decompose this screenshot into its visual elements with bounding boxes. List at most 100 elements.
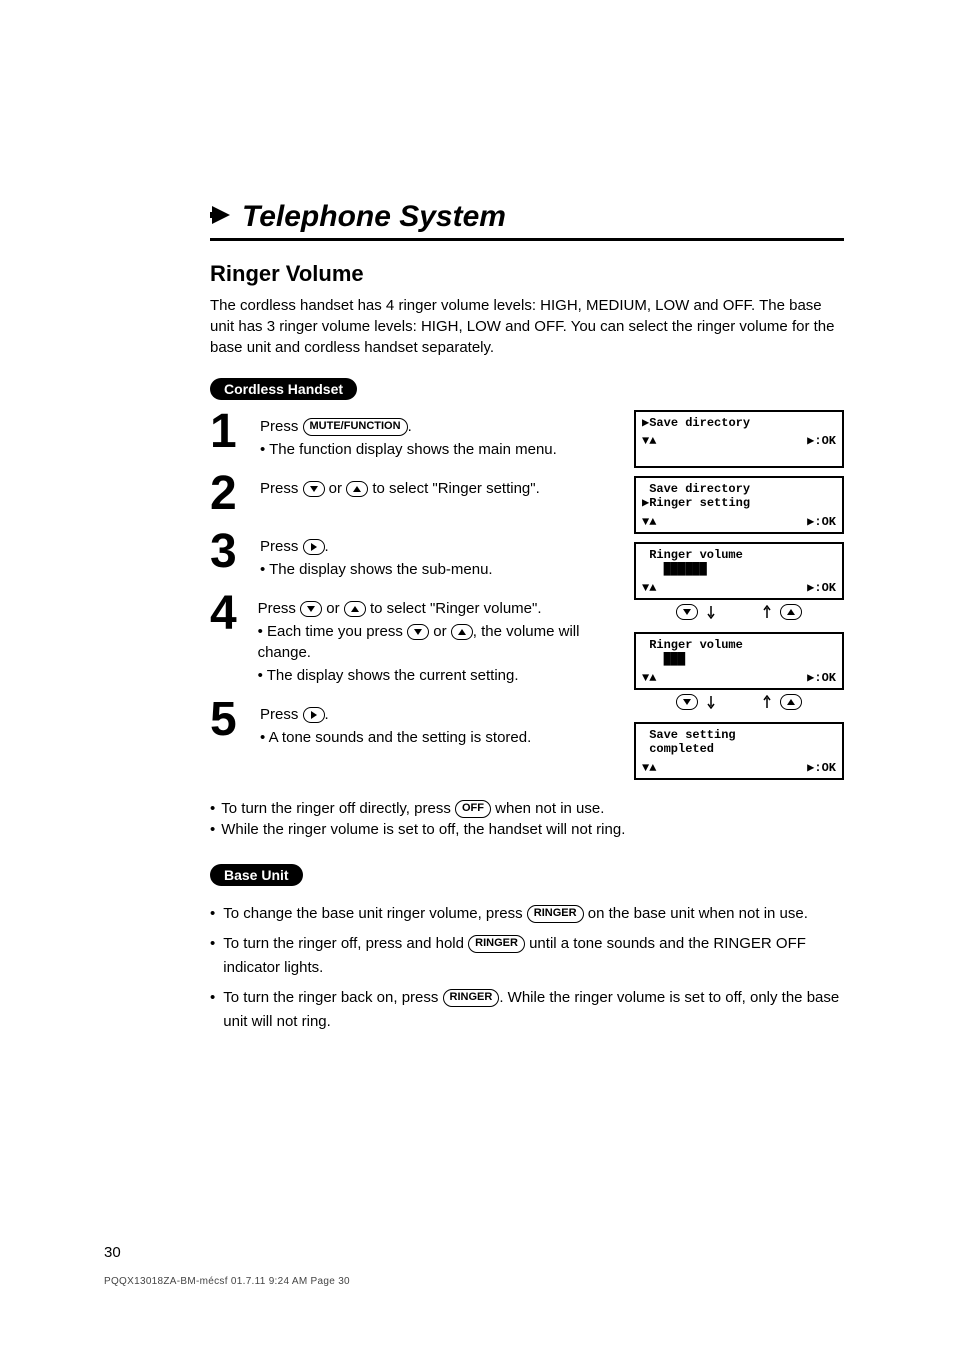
lcd-screen: Ringer volume ███ ▼▲ ▶:OK [634, 632, 844, 690]
key-ringer[interactable]: RINGER [468, 935, 525, 952]
lcd-line: ▶Ringer setting [642, 496, 836, 510]
key-off[interactable]: OFF [455, 800, 491, 817]
arrow-up-icon [762, 605, 772, 619]
step-body: Press or to select "Ringer volume".• Eac… [258, 590, 614, 686]
step-body: Press or to select "Ringer setting". [260, 470, 540, 518]
nav-ok-icon: ▶:OK [807, 434, 836, 448]
step-text: Press or to select "Ringer setting". [260, 478, 540, 499]
step-text: Press MUTE/FUNCTION. [260, 416, 557, 437]
step-text: Press . [260, 536, 493, 557]
step-text: Press or to select "Ringer volume". [258, 598, 614, 619]
step-subtext: • A tone sounds and the setting is store… [260, 727, 531, 748]
lcd-line: completed [642, 742, 836, 756]
note-text: While the ringer volume is set to off, t… [221, 819, 625, 840]
base-line: •To turn the ringer back on, press RINGE… [210, 986, 844, 1034]
down-key-button[interactable] [676, 694, 698, 710]
step-number: 1 [210, 408, 250, 460]
base-line: •To turn the ringer off, press and hold … [210, 932, 844, 980]
step: 1Press MUTE/FUNCTION.• The function disp… [210, 408, 614, 460]
base-text: To change the base unit ringer volume, p… [223, 902, 808, 926]
lcd-volume-bar: ██████ [642, 562, 836, 576]
step-number: 3 [210, 528, 250, 580]
nav-ok-icon: ▶:OK [807, 671, 836, 685]
step-number: 5 [210, 696, 250, 748]
lcd-screen: ▶Save directory ▼▲ ▶:OK [634, 410, 844, 468]
up-key-button[interactable] [346, 481, 368, 497]
page-title: Telephone System [242, 200, 506, 234]
step-body: Press .• A tone sounds and the setting i… [260, 696, 531, 748]
down-key-button[interactable] [407, 624, 429, 640]
base-text: To turn the ringer back on, press RINGER… [223, 986, 844, 1034]
nav-up-down-icon: ▼▲ [642, 581, 656, 595]
screens-column: ▶Save directory ▼▲ ▶:OK Save directory▶Rin… [634, 408, 844, 788]
step-number: 4 [210, 590, 248, 686]
base-text: To turn the ringer off, press and hold R… [223, 932, 844, 980]
base-unit-pill: Base Unit [210, 864, 303, 886]
step: 5Press .• A tone sounds and the setting … [210, 696, 614, 748]
lcd-screen: Save directory▶Ringer setting ▼▲ ▶:OK [634, 476, 844, 534]
nav-up-down-icon: ▼▲ [642, 515, 656, 529]
arrow-right-solid-icon [210, 204, 232, 231]
step-subtext: • Each time you press or , the volume wi… [258, 621, 614, 663]
nav-ok-icon: ▶:OK [807, 761, 836, 775]
base-unit-list: • To change the base unit ringer volume, … [210, 902, 844, 1034]
section-title: Ringer Volume [210, 261, 844, 287]
down-key-button[interactable] [300, 601, 322, 617]
nav-up-down-icon: ▼▲ [642, 671, 656, 685]
step-subtext: • The function display shows the main me… [260, 439, 557, 460]
up-key-button[interactable] [780, 604, 802, 620]
volume-key-row [634, 694, 844, 710]
up-key-button[interactable] [344, 601, 366, 617]
key-mute/function[interactable]: MUTE/FUNCTION [303, 418, 408, 435]
key-ringer[interactable]: RINGER [527, 905, 584, 922]
key-ringer[interactable]: RINGER [443, 989, 500, 1006]
intro-paragraph: The cordless handset has 4 ringer volume… [210, 295, 844, 358]
lcd-line: Ringer volume [642, 548, 836, 562]
page-title-row: Telephone System [210, 200, 844, 241]
arrow-down-icon [706, 695, 716, 709]
lcd-volume-bar: ███ [642, 652, 836, 666]
step: 4Press or to select "Ringer volume".• Ea… [210, 590, 614, 686]
up-key-button[interactable] [451, 624, 473, 640]
lcd-line: Save setting [642, 728, 836, 742]
step: 2 Press or to select "Ringer setting". [210, 470, 614, 518]
bullet-icon: • [210, 932, 215, 980]
step-text: Press . [260, 704, 531, 725]
step-body: Press MUTE/FUNCTION.• The function displ… [260, 408, 557, 460]
nav-ok-icon: ▶:OK [807, 515, 836, 529]
bullet-icon: • [210, 819, 215, 840]
handset-notes: • To turn the ringer off directly, press … [210, 798, 844, 840]
down-key-button[interactable] [303, 481, 325, 497]
note-line: • While the ringer volume is set to off, … [210, 819, 844, 840]
volume-key-row [634, 604, 844, 620]
nav-up-down-icon: ▼▲ [642, 761, 656, 775]
lcd-screen: Save setting completed ▼▲ ▶:OK [634, 722, 844, 780]
handset-pill: Cordless Handset [210, 378, 357, 400]
down-key-button[interactable] [676, 604, 698, 620]
lcd-line: Ringer volume [642, 638, 836, 652]
note-text: To turn the ringer off directly, press O… [221, 798, 604, 819]
right-key-button[interactable] [303, 707, 325, 723]
page-number: 30 [104, 1244, 121, 1261]
right-key-button[interactable] [303, 539, 325, 555]
lcd-line: ▶Save directory [642, 416, 836, 430]
lcd-line: Save directory [642, 482, 836, 496]
step-subtext: • The display shows the current setting. [258, 665, 519, 686]
note-line: • To turn the ringer off directly, press … [210, 798, 844, 819]
arrow-up-icon [762, 695, 772, 709]
steps-column: 1Press MUTE/FUNCTION.• The function disp… [210, 408, 614, 758]
arrow-down-icon [706, 605, 716, 619]
bullet-icon: • [210, 902, 215, 926]
lcd-screen: Ringer volume ██████ ▼▲ ▶:OK [634, 542, 844, 600]
up-key-button[interactable] [780, 694, 802, 710]
base-line: • To change the base unit ringer volume, … [210, 902, 844, 926]
step-number: 2 [210, 470, 250, 518]
step-body: Press .• The display shows the sub-menu. [260, 528, 493, 580]
bullet-icon: • [210, 798, 215, 819]
footer-text: PQQX13018ZA-BM-mécsf 01.7.11 9:24 AM Pag… [104, 1276, 350, 1287]
step-subtext: • The display shows the sub-menu. [260, 559, 493, 580]
step: 3Press .• The display shows the sub-menu… [210, 528, 614, 580]
bullet-icon: • [210, 986, 215, 1034]
nav-ok-icon: ▶:OK [807, 581, 836, 595]
nav-up-down-icon: ▼▲ [642, 434, 656, 448]
